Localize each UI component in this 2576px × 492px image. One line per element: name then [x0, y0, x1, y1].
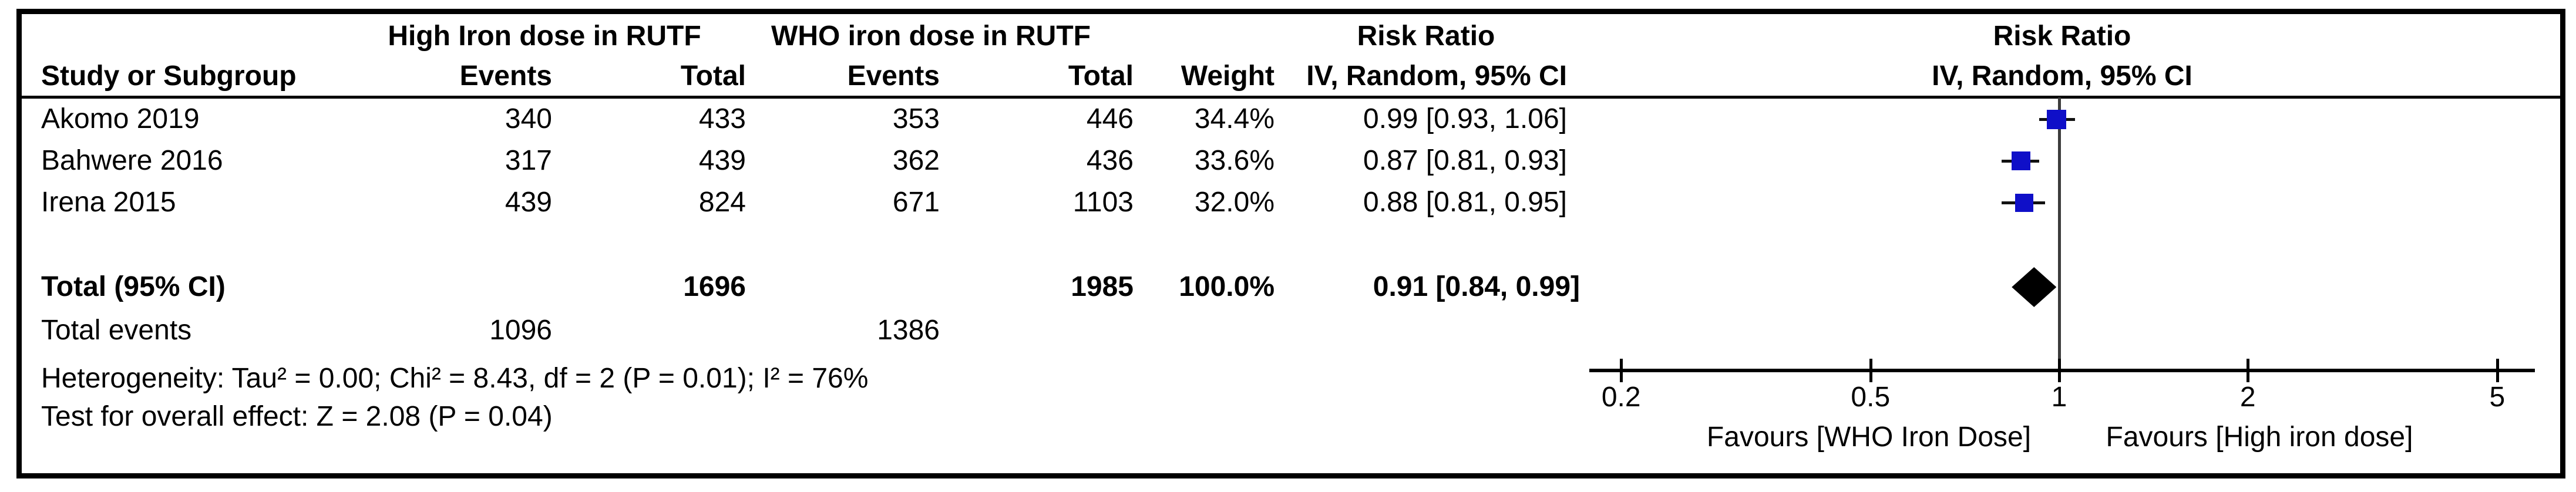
x-axis — [1589, 369, 2535, 372]
total-row-n-high: 1696 — [683, 271, 746, 302]
plot-header-risk-ratio: Risk Ratio — [1993, 21, 2131, 52]
column-header-risk-ratio: Risk Ratio — [1357, 21, 1495, 52]
favours-right-label: Favours [High iron dose] — [2106, 422, 2413, 453]
overall-effect-test: Test for overall effect: Z = 2.08 (P = 0… — [41, 401, 553, 432]
study-rr-ci: 0.99 [0.93, 1.06] — [1363, 103, 1567, 134]
study-rr-ci: 0.87 [0.81, 0.93] — [1363, 145, 1567, 176]
x-axis-tick-label: 0.5 — [1851, 382, 1891, 413]
x-axis-tick — [1869, 359, 1872, 382]
study-total-who: 1103 — [1072, 187, 1134, 218]
effect-square — [2046, 109, 2066, 129]
study-total-who: 436 — [1086, 145, 1134, 176]
study-events-who: 353 — [892, 103, 940, 134]
group-header-high-iron: High Iron dose in RUTF — [388, 21, 701, 52]
total-events-who: 1386 — [877, 315, 940, 346]
header-separator-line — [22, 96, 2560, 99]
column-header-iv-ci: IV, Random, 95% CI — [1306, 60, 1567, 92]
total-row-rr-ci: 0.91 [0.84, 0.99] — [1373, 271, 1580, 302]
column-header-events-2: Events — [847, 60, 940, 92]
study-name: Bahwere 2016 — [41, 145, 223, 176]
heterogeneity-stats: Heterogeneity: Tau² = 0.00; Chi² = 8.43,… — [41, 363, 869, 394]
effect-square — [2015, 193, 2034, 212]
study-name: Irena 2015 — [41, 187, 176, 218]
column-header-weight: Weight — [1181, 60, 1274, 92]
total-row-weight: 100.0% — [1179, 271, 1274, 302]
effect-square — [2012, 151, 2031, 170]
study-total-high: 433 — [698, 103, 746, 134]
study-rr-ci: 0.88 [0.81, 0.95] — [1363, 187, 1567, 218]
study-name: Akomo 2019 — [41, 103, 200, 134]
column-header-total-1: Total — [680, 60, 746, 92]
x-axis-tick-label: 2 — [2239, 382, 2256, 413]
total-row-label: Total (95% CI) — [41, 271, 226, 302]
plot-header-iv-ci: IV, Random, 95% CI — [1932, 60, 2192, 92]
study-weight: 32.0% — [1194, 187, 1274, 218]
study-events-who: 362 — [892, 145, 940, 176]
x-axis-tick — [2058, 359, 2061, 382]
favours-left-label: Favours [WHO Iron Dose] — [1706, 422, 2032, 453]
total-events-label: Total events — [41, 315, 192, 346]
outer-border — [16, 9, 2565, 478]
study-total-who: 446 — [1086, 103, 1134, 134]
column-header-study: Study or Subgroup — [41, 60, 297, 92]
total-events-high: 1096 — [489, 315, 552, 346]
study-events-high: 317 — [505, 145, 552, 176]
column-header-events-1: Events — [459, 60, 552, 92]
study-total-high: 824 — [698, 187, 746, 218]
x-axis-tick-label: 1 — [2051, 382, 2067, 413]
study-total-high: 439 — [698, 145, 746, 176]
x-axis-tick-label: 0.2 — [1601, 382, 1641, 413]
column-header-total-2: Total — [1068, 60, 1134, 92]
group-header-who-iron: WHO iron dose in RUTF — [771, 21, 1091, 52]
no-effect-line — [2058, 97, 2061, 372]
x-axis-tick-label: 5 — [2489, 382, 2506, 413]
study-events-high: 439 — [505, 187, 552, 218]
x-axis-tick — [1620, 359, 1623, 382]
total-row-n-who: 1985 — [1071, 271, 1134, 302]
study-events-who: 671 — [892, 187, 940, 218]
x-axis-tick — [2496, 359, 2499, 382]
study-events-high: 340 — [505, 103, 552, 134]
study-weight: 33.6% — [1194, 145, 1274, 176]
study-weight: 34.4% — [1194, 103, 1274, 134]
x-axis-tick — [2247, 359, 2250, 382]
